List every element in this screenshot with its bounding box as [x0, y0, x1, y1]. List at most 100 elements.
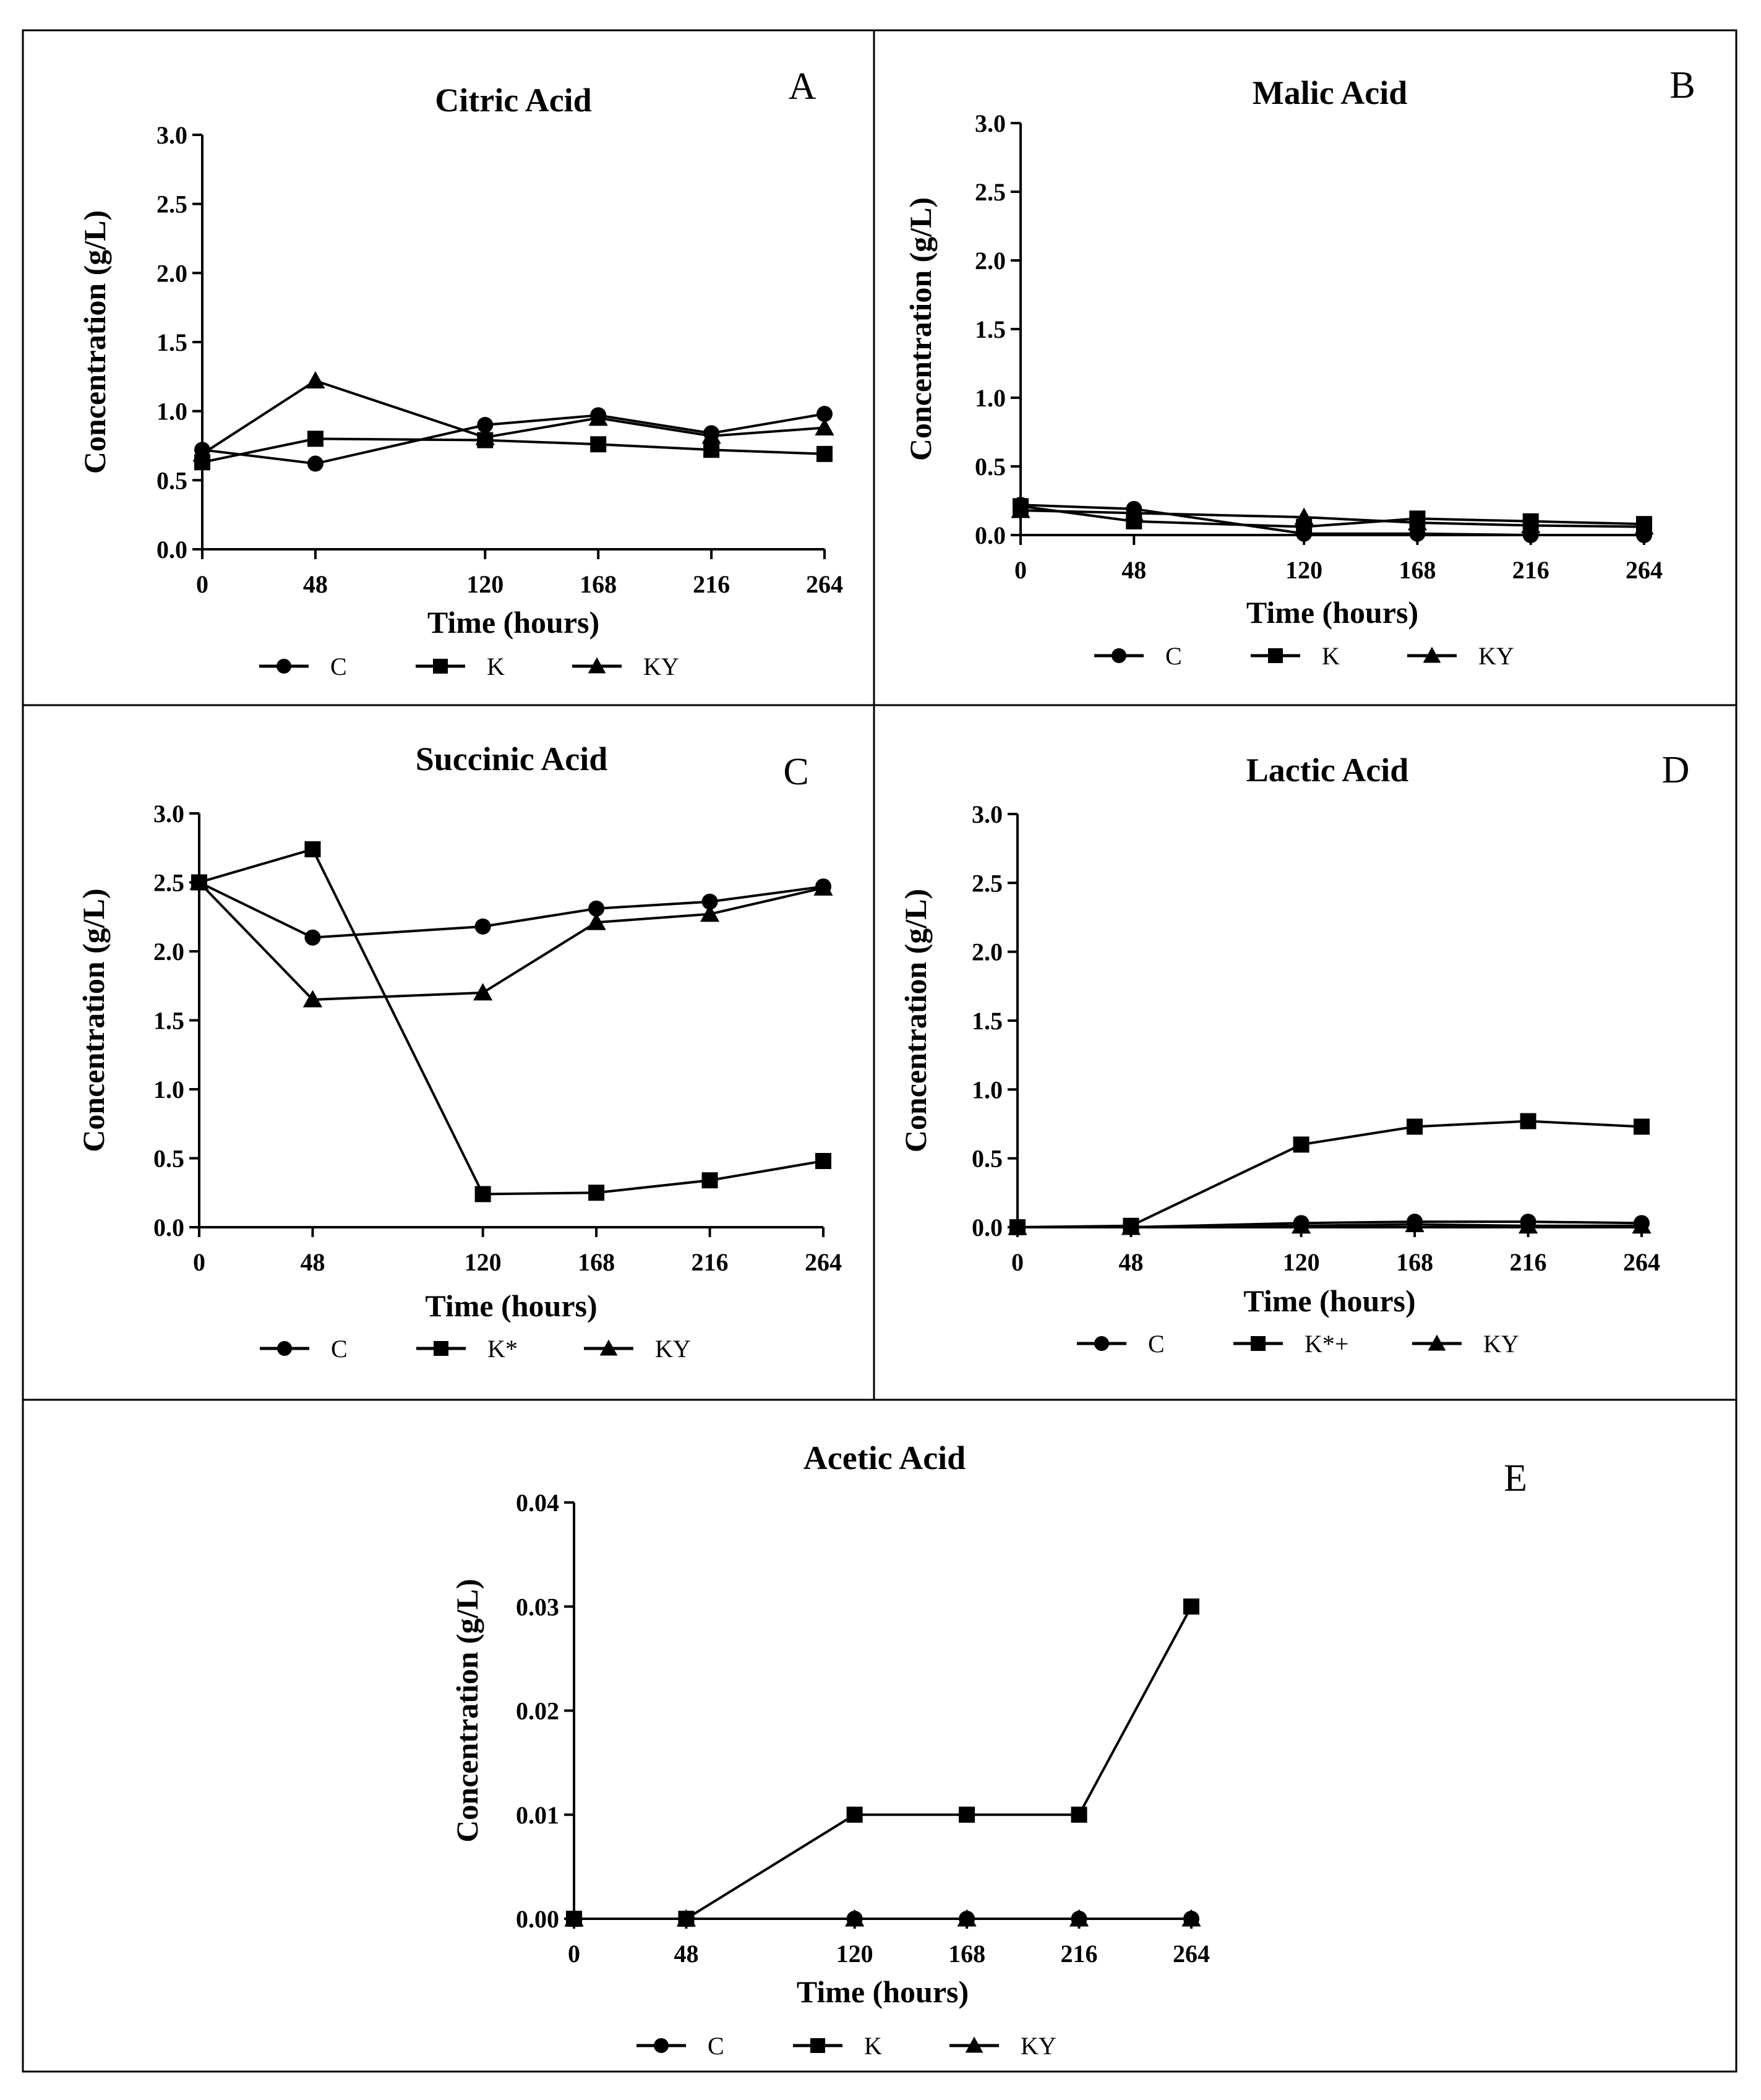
series-line	[574, 1606, 1193, 1920]
legend-label: KY	[1483, 1330, 1519, 1358]
data-point-triangle	[845, 1909, 865, 1927]
y-tick-label: 2.5	[975, 178, 1006, 206]
legend-marker-triangle	[599, 1339, 618, 1356]
legend-item: C	[1077, 1330, 1165, 1358]
series-c	[194, 406, 833, 472]
data-point-square	[1407, 1118, 1423, 1135]
chart-panel-a: Citric Acid A Concentration (g/L) Time (…	[77, 66, 843, 680]
data-point-triangle	[302, 990, 323, 1008]
series-line	[199, 847, 824, 1196]
legend-label: K	[487, 653, 505, 680]
data-point-triangle	[564, 1909, 584, 1927]
y-tick-label: 1.0	[972, 1076, 1003, 1104]
x-tick-label: 168	[578, 1248, 615, 1276]
legend-item: KY	[1407, 642, 1514, 670]
x-axis-label: Time (hours)	[1246, 595, 1418, 630]
legend-marker-circle	[1112, 648, 1126, 663]
data-point-triangle	[957, 1909, 977, 1927]
legend: C K* KY	[260, 1335, 691, 1363]
y-tick-label: 2.0	[156, 259, 187, 287]
x-tick-label: 120	[466, 570, 503, 598]
series-ky	[192, 371, 834, 462]
y-tick-label: 3.0	[972, 800, 1003, 828]
legend-item: KY	[572, 653, 679, 680]
y-tick-label: 2.5	[972, 869, 1003, 897]
y-tick-label: 2.5	[156, 191, 187, 218]
y-tick-label: 2.0	[972, 938, 1003, 966]
x-tick-label: 120	[836, 1940, 873, 1968]
data-point-triangle	[306, 371, 325, 389]
chart-title: Succinic Acid	[416, 740, 608, 778]
x-tick-label: 264	[1623, 1248, 1660, 1276]
y-tick-label: 0.0	[972, 1214, 1003, 1241]
data-point-square	[304, 841, 321, 857]
data-point-square	[307, 431, 323, 447]
data-point-triangle	[1069, 1909, 1089, 1927]
x-tick-label: 120	[465, 1248, 502, 1276]
x-tick-label: 0	[1011, 1248, 1024, 1276]
chart-title: Malic Acid	[1253, 74, 1407, 111]
series-line	[202, 413, 825, 465]
series-line	[198, 881, 824, 1001]
data-point-triangle	[1518, 1216, 1538, 1234]
data-point-triangle	[676, 1909, 696, 1927]
chart-title: Citric Acid	[435, 82, 591, 119]
y-tick-label: 1.5	[975, 315, 1006, 343]
legend-label: C	[708, 2032, 724, 2060]
legend-marker-triangle	[965, 2036, 983, 2053]
series-line	[1020, 504, 1644, 536]
outer-border	[22, 29, 1737, 2073]
x-tick-label: 264	[806, 570, 843, 598]
legend-item: K*+	[1233, 1330, 1348, 1358]
x-tick-label: 264	[1626, 556, 1663, 584]
data-point-triangle	[813, 878, 833, 896]
data-point-triangle	[1632, 1216, 1652, 1234]
data-point-triangle	[1124, 503, 1144, 521]
x-tick-label: 0	[568, 1940, 580, 1968]
series-c	[191, 874, 831, 946]
x-tick-label: 48	[300, 1248, 325, 1276]
y-tick-label: 0.02	[516, 1697, 559, 1725]
x-tick-label: 216	[692, 1248, 729, 1276]
legend-label: C	[330, 653, 347, 680]
data-point-square	[590, 436, 607, 453]
data-point-square	[959, 1806, 975, 1823]
x-tick-label: 0	[196, 570, 208, 598]
legend: C K*+ KY	[1077, 1330, 1519, 1358]
legend-item: K*	[416, 1335, 518, 1363]
legend-label: C	[1165, 642, 1182, 670]
x-axis-label: Time (hours)	[425, 1288, 597, 1323]
series-line	[201, 379, 825, 455]
series-line	[1020, 509, 1645, 528]
data-point-square	[1071, 1806, 1087, 1823]
y-tick-label: 1.5	[153, 1007, 184, 1035]
data-point-square	[846, 1806, 863, 1823]
legend-item: C	[260, 1335, 348, 1363]
data-point-circle	[816, 406, 833, 422]
data-point-square	[1183, 1598, 1199, 1615]
x-tick-label: 48	[303, 570, 328, 598]
panel-letter: A	[789, 66, 816, 108]
y-tick-label: 0.5	[153, 1145, 184, 1173]
legend-item: KY	[949, 2032, 1056, 2060]
y-tick-label: 1.5	[972, 1007, 1003, 1035]
data-point-triangle	[701, 426, 721, 444]
legend-marker-square	[1268, 648, 1283, 663]
series-k	[194, 431, 833, 471]
legend-marker-triangle	[588, 657, 606, 674]
y-tick-label: 1.5	[156, 328, 187, 356]
x-tick-label: 120	[1283, 1248, 1320, 1276]
data-point-circle	[477, 417, 494, 433]
panel-letter: E	[1504, 1457, 1527, 1499]
y-tick-label: 1.0	[156, 398, 187, 426]
x-tick-label: 216	[1061, 1940, 1098, 1968]
legend: C K KY	[259, 653, 679, 680]
data-point-triangle	[1181, 1909, 1201, 1927]
data-point-triangle	[1405, 1214, 1425, 1233]
series-k	[566, 1598, 1199, 1927]
series-line	[199, 881, 824, 939]
x-axis-label: Time (hours)	[427, 605, 599, 640]
legend-label: C	[331, 1335, 348, 1363]
data-point-circle	[474, 918, 491, 935]
series-ky	[1011, 500, 1654, 535]
